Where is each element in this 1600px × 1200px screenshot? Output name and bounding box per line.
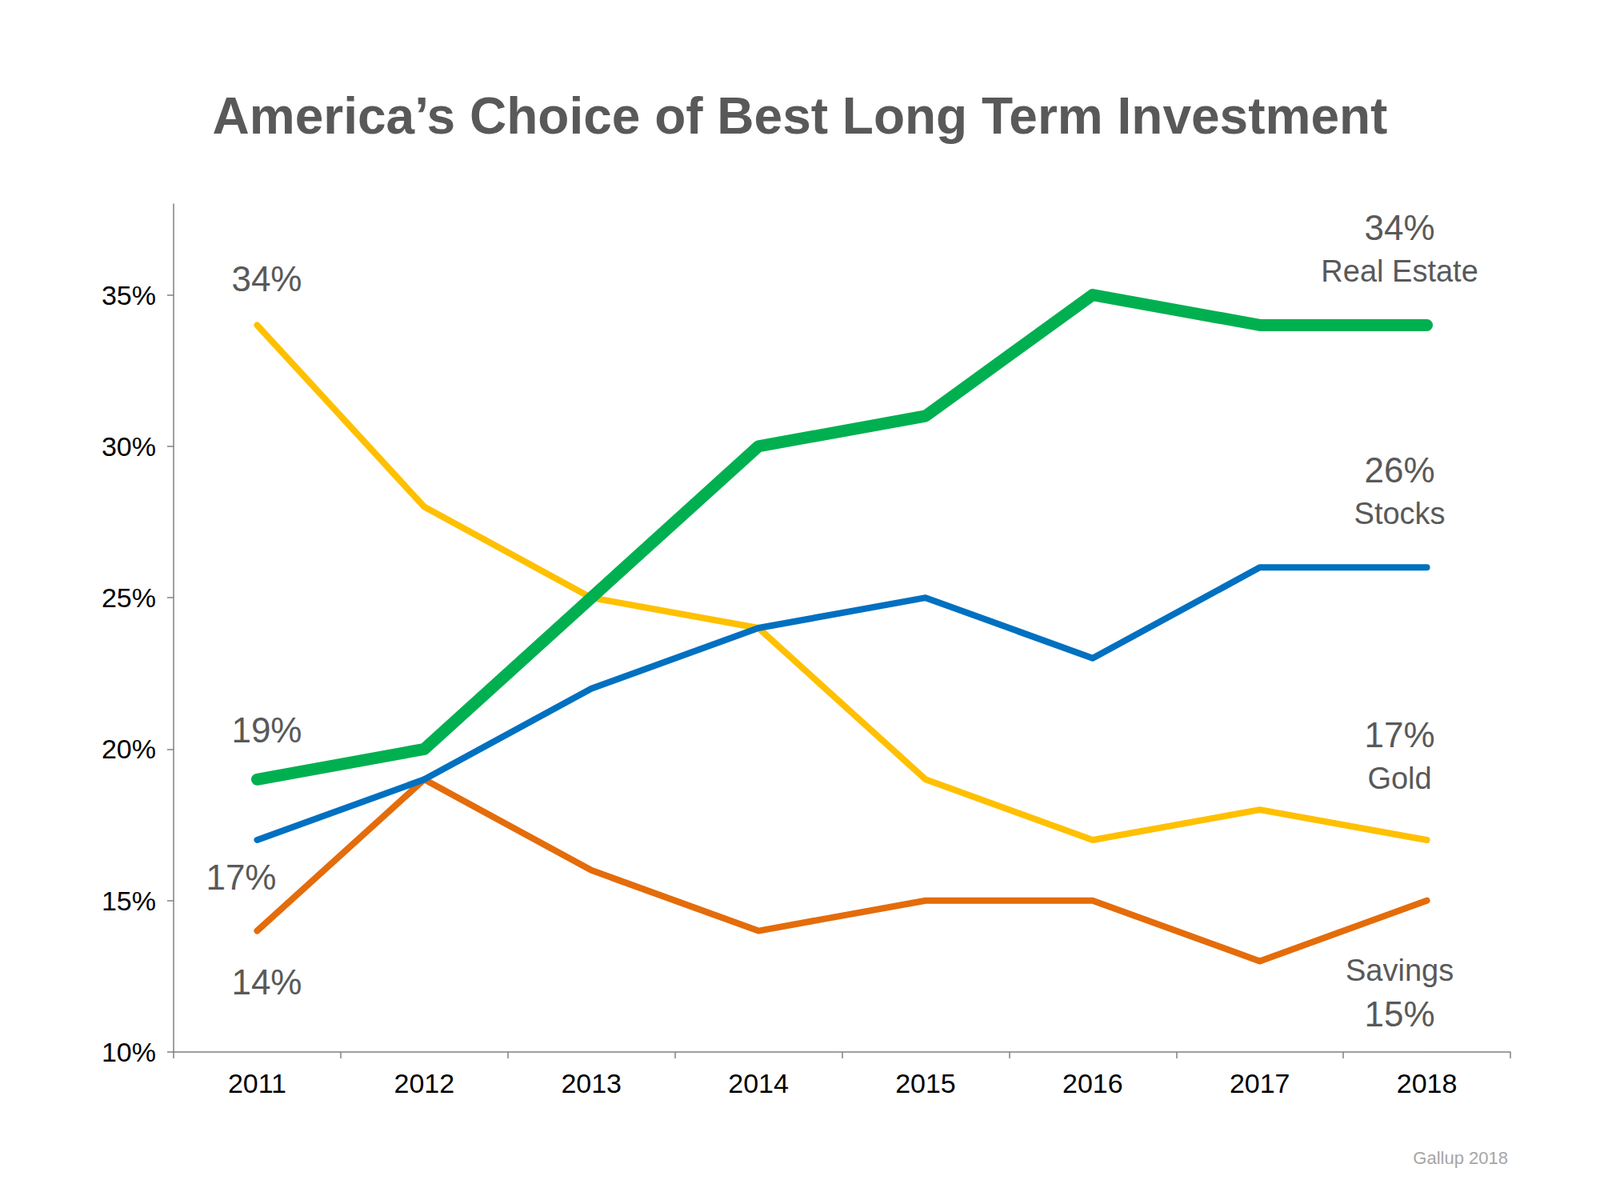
svg-text:2011: 2011 bbox=[228, 1068, 287, 1099]
svg-text:34%: 34% bbox=[231, 259, 302, 299]
svg-text:14%: 14% bbox=[231, 962, 302, 1002]
svg-text:25%: 25% bbox=[101, 582, 156, 613]
svg-text:15%: 15% bbox=[1364, 994, 1436, 1034]
svg-text:America’s Choice of Best Long: America’s Choice of Best Long Term Inves… bbox=[212, 87, 1388, 145]
svg-text:2015: 2015 bbox=[895, 1068, 956, 1099]
svg-text:Gold: Gold bbox=[1367, 761, 1432, 796]
svg-text:2014: 2014 bbox=[728, 1068, 789, 1099]
svg-text:19%: 19% bbox=[231, 710, 302, 750]
svg-text:2016: 2016 bbox=[1062, 1068, 1124, 1099]
svg-text:2017: 2017 bbox=[1229, 1068, 1291, 1099]
svg-text:Savings: Savings bbox=[1345, 953, 1454, 988]
svg-text:Real Estate: Real Estate bbox=[1320, 254, 1478, 288]
svg-text:26%: 26% bbox=[1364, 450, 1436, 490]
svg-text:35%: 35% bbox=[101, 280, 156, 311]
svg-text:10%: 10% bbox=[101, 1036, 156, 1068]
svg-text:15%: 15% bbox=[101, 885, 156, 916]
svg-text:17%: 17% bbox=[1364, 715, 1436, 755]
svg-text:17%: 17% bbox=[205, 857, 276, 897]
svg-text:Gallup 2018: Gallup 2018 bbox=[1412, 1148, 1508, 1168]
svg-text:30%: 30% bbox=[101, 431, 156, 462]
svg-text:34%: 34% bbox=[1364, 208, 1436, 248]
svg-text:2013: 2013 bbox=[560, 1068, 622, 1099]
svg-text:2012: 2012 bbox=[393, 1068, 455, 1099]
svg-text:2018: 2018 bbox=[1396, 1068, 1458, 1099]
svg-text:20%: 20% bbox=[101, 733, 156, 764]
svg-text:Stocks: Stocks bbox=[1354, 496, 1446, 531]
